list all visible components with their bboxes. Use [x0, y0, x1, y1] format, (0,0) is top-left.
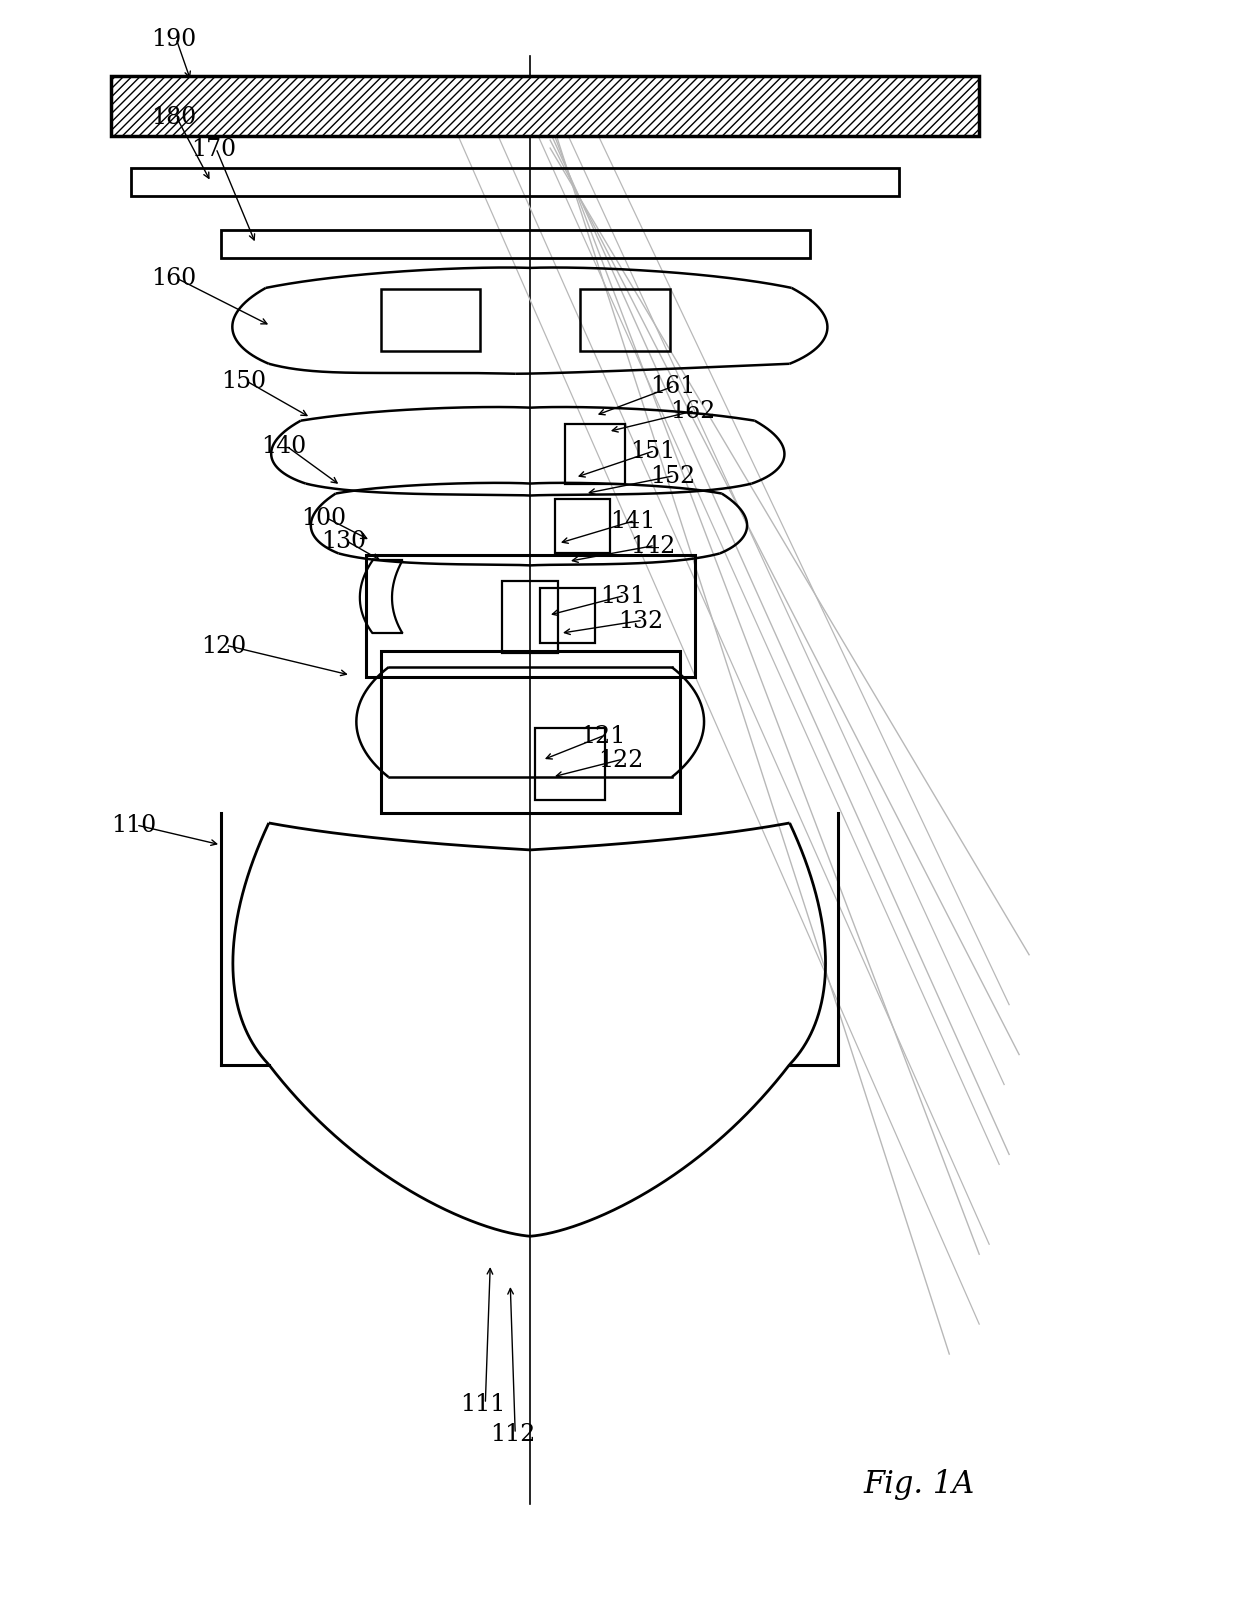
Bar — [131, 169, 899, 197]
Text: 122: 122 — [598, 748, 644, 770]
Text: 132: 132 — [618, 610, 663, 632]
Bar — [536, 729, 605, 801]
Bar — [565, 424, 625, 485]
Bar — [221, 231, 810, 258]
Text: 131: 131 — [600, 584, 645, 607]
Bar — [112, 77, 980, 136]
Text: 120: 120 — [201, 634, 247, 658]
Text: 100: 100 — [301, 507, 346, 530]
Text: 141: 141 — [610, 510, 656, 533]
Text: 190: 190 — [151, 27, 196, 51]
Bar — [556, 499, 610, 554]
Text: 180: 180 — [151, 106, 196, 128]
Bar — [541, 589, 595, 644]
Bar — [366, 555, 694, 677]
Bar — [381, 291, 480, 351]
Text: 152: 152 — [650, 465, 696, 488]
Text: 110: 110 — [112, 814, 156, 836]
Text: 130: 130 — [321, 530, 366, 552]
Text: 160: 160 — [151, 268, 196, 291]
Text: 111: 111 — [460, 1393, 506, 1416]
Text: 170: 170 — [191, 138, 236, 161]
Text: 150: 150 — [221, 371, 267, 393]
Bar — [580, 291, 670, 351]
Text: 140: 140 — [260, 435, 306, 457]
Text: 142: 142 — [630, 534, 676, 557]
Text: 121: 121 — [580, 724, 625, 748]
Text: Fig. 1A: Fig. 1A — [864, 1469, 975, 1499]
Bar — [502, 583, 558, 653]
Text: 162: 162 — [670, 400, 715, 422]
Text: 151: 151 — [630, 440, 676, 462]
Bar — [381, 652, 680, 814]
Text: 161: 161 — [650, 376, 696, 398]
Text: 112: 112 — [490, 1422, 536, 1446]
